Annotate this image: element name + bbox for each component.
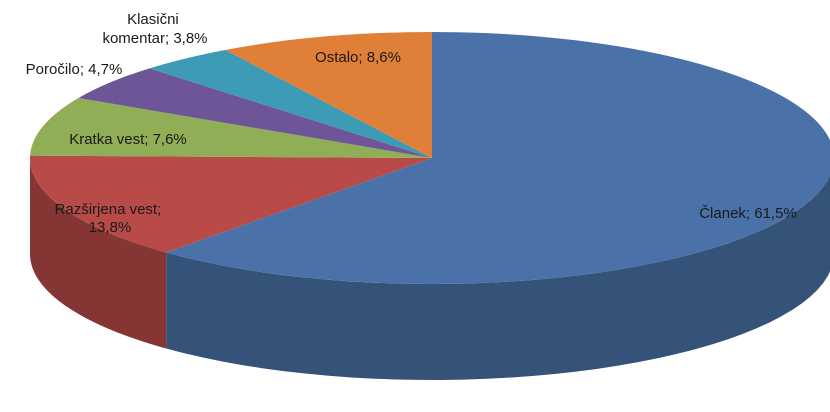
pie-slice-klasicni-komentar [149,49,432,159]
pie-slice-kratka-vest [30,97,432,158]
label-kratka-vest: Kratka vest; 7,6% [69,131,187,148]
pie-side-razsirjena-vest [30,158,167,349]
pie-slice-razsirjena-vest [29,155,432,253]
pie-slice-porocilo [78,68,432,158]
label-porocilo: Poročilo; 4,7% [26,61,123,78]
pie-depth [30,158,830,380]
pie-data-labels: Članek; 61,5% Razširjena vest; 13,8% Kra… [26,11,797,236]
pie-slice-clanek [166,32,830,284]
label-ostalo: Ostalo; 8,6% [315,49,401,66]
label-clanek: Članek; 61,5% [699,205,797,222]
pie-slice-ostalo [225,32,432,158]
label-razsirjena-vest: Razširjena vest; 13,8% [55,201,166,236]
label-klasicni-komentar: Klasični komentar; 3,8% [102,11,207,47]
pie-side-clanek [166,175,830,380]
pie-slices [29,32,830,284]
